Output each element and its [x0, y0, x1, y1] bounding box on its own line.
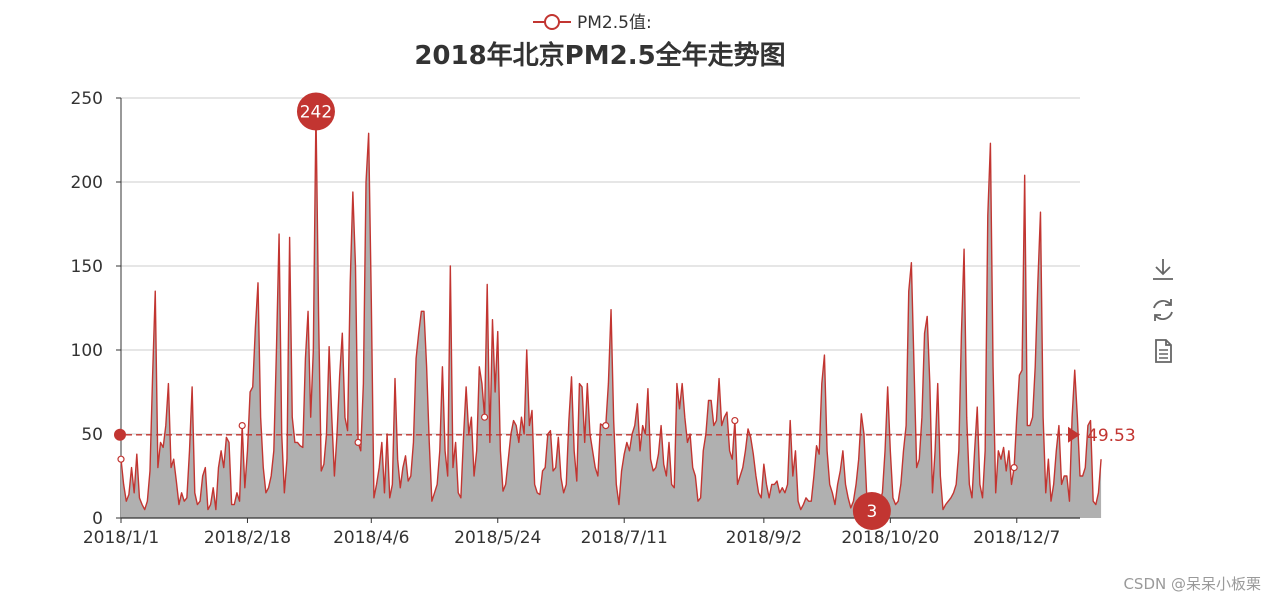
data-point: [238, 422, 246, 430]
legend-label: PM2.5值:: [577, 13, 652, 33]
legend[interactable]: PM2.5值:: [533, 13, 652, 33]
y-tick-label: 100: [71, 341, 103, 361]
x-tick-label: 2018/10/20: [841, 528, 939, 548]
markpoint-bubble: [296, 92, 335, 131]
y-tick-label: 0: [92, 509, 103, 529]
x-axis: 2018/1/1 2018/2/18 2018/4/6 2018/5/24 2018/7…: [83, 517, 1080, 548]
markpoint-label: 3: [866, 502, 877, 522]
refresh-icon[interactable]: [1148, 295, 1178, 325]
y-tick-label: 150: [71, 257, 103, 277]
markline-start-dot: [114, 428, 126, 441]
grid-lines: [121, 97, 1080, 435]
markline-label: 49.53: [1087, 426, 1136, 446]
watermark: CSDN @呆呆小板栗: [1123, 575, 1261, 593]
series-line: [120, 110, 1102, 514]
chart-title: 2018年北京PM2.5全年走势图: [414, 40, 785, 71]
x-tick-label: 2018/7/11: [581, 528, 668, 548]
y-tick-label: 200: [71, 173, 103, 193]
data-point: [731, 416, 739, 425]
y-tick-label: 250: [71, 89, 103, 109]
x-tick-label: 2018/12/7: [973, 528, 1060, 548]
x-tick-label: 2018/2/18: [204, 528, 291, 548]
x-tick-label: 2018/4/6: [333, 528, 409, 548]
markpoint-label: 242: [300, 102, 332, 122]
series-points: [117, 413, 1018, 517]
mark-points: 242 3: [296, 92, 891, 530]
legend-circle-icon: [544, 14, 560, 30]
x-tick-label: 2018/1/1: [83, 528, 159, 548]
toolbox: [1148, 254, 1178, 377]
data-point: [354, 438, 362, 446]
data-point: [602, 422, 610, 430]
data-point: [480, 413, 489, 421]
download-icon[interactable]: [1148, 254, 1178, 284]
x-tick-label: 2018/5/24: [454, 528, 541, 548]
average-markline: 49.53: [114, 426, 1136, 446]
y-axis: 0 50 100 150 200 250: [71, 89, 122, 529]
markpoint-bubble: [852, 492, 891, 530]
x-tick-label: 2018/9/2: [726, 528, 802, 548]
markline-arrow: [1068, 426, 1080, 443]
data-view-icon[interactable]: [1148, 336, 1178, 366]
y-tick-label: 50: [81, 425, 103, 445]
data-point: [117, 455, 125, 463]
data-point: [1010, 464, 1018, 472]
